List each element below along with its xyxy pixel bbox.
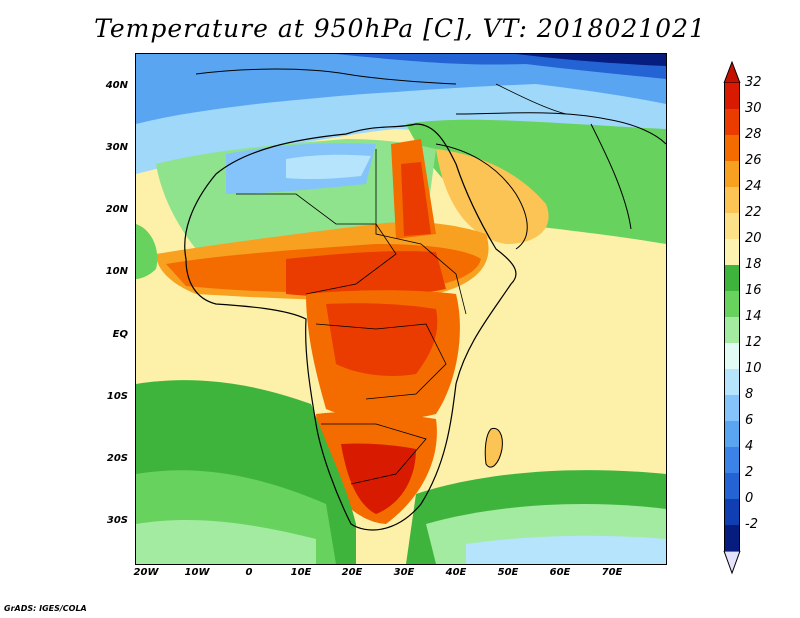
lon-label: 20W bbox=[133, 567, 159, 578]
colorbar-segment bbox=[724, 161, 740, 187]
lon-label: 10W bbox=[184, 567, 210, 578]
lon-label: 20E bbox=[341, 567, 363, 578]
colorbar-segment bbox=[724, 395, 740, 421]
colorbar-segment bbox=[724, 291, 740, 317]
colorbar-label: 20 bbox=[745, 231, 762, 246]
colorbar-label: 8 bbox=[745, 387, 754, 402]
lat-label: 30N bbox=[105, 142, 128, 153]
lat-label: 20N bbox=[105, 204, 128, 215]
colorbar-bottom-arrow bbox=[723, 551, 741, 575]
chart-title: Temperature at 950hPa [C], VT: 201802102… bbox=[94, 14, 706, 43]
lon-label: 40E bbox=[445, 567, 467, 578]
colorbar-top-arrow bbox=[723, 61, 741, 83]
colorbar-label: 2 bbox=[745, 465, 754, 480]
colorbar-label: -2 bbox=[745, 517, 758, 532]
colorbar-label: 0 bbox=[745, 491, 754, 506]
colorbar-segment bbox=[724, 499, 740, 525]
colorbar-segment bbox=[724, 525, 740, 551]
colorbar-label: 24 bbox=[745, 179, 762, 194]
lon-label: 50E bbox=[497, 567, 519, 578]
colorbar-label: 4 bbox=[745, 439, 754, 454]
colorbar-segment bbox=[724, 473, 740, 499]
colorbar-segment bbox=[724, 135, 740, 161]
lat-label: 20S bbox=[106, 453, 128, 464]
colorbar-segment bbox=[724, 239, 740, 265]
lon-label: 70E bbox=[601, 567, 623, 578]
map-panel bbox=[135, 53, 667, 565]
colorbar-label: 12 bbox=[745, 335, 762, 350]
lon-label: 60E bbox=[549, 567, 571, 578]
colorbar-segment bbox=[724, 317, 740, 343]
lat-label: 30S bbox=[106, 515, 128, 526]
colorbar-segment bbox=[724, 421, 740, 447]
colorbar-label: 6 bbox=[745, 413, 754, 428]
lat-label: 40N bbox=[105, 80, 128, 91]
colorbar-segment bbox=[724, 213, 740, 239]
colorbar-label: 22 bbox=[745, 205, 762, 220]
lat-label: EQ bbox=[112, 329, 128, 340]
colorbar-label: 18 bbox=[745, 257, 762, 272]
colorbar-label: 16 bbox=[745, 283, 762, 298]
colorbar-label: 28 bbox=[745, 127, 762, 142]
colorbar-segment bbox=[724, 447, 740, 473]
lon-label: 10E bbox=[290, 567, 312, 578]
lon-label: 0 bbox=[245, 567, 253, 578]
colorbar-segment bbox=[724, 343, 740, 369]
colorbar-label: 14 bbox=[745, 309, 762, 324]
colorbar-segment bbox=[724, 83, 740, 109]
lat-label: 10S bbox=[106, 391, 128, 402]
lat-label: 10N bbox=[105, 266, 128, 277]
colorbar-segment bbox=[724, 265, 740, 291]
lon-label: 30E bbox=[393, 567, 415, 578]
colorbar-segment bbox=[724, 109, 740, 135]
colorbar-label: 32 bbox=[745, 75, 762, 90]
colorbar-label: 30 bbox=[745, 101, 762, 116]
colorbar-label: 26 bbox=[745, 153, 762, 168]
temperature-field bbox=[136, 54, 666, 564]
colorbar-segment bbox=[724, 187, 740, 213]
colorbar-label: 10 bbox=[745, 361, 762, 376]
colorbar-segment bbox=[724, 369, 740, 395]
grads-credit: GrADS: IGES/COLA bbox=[4, 604, 87, 613]
